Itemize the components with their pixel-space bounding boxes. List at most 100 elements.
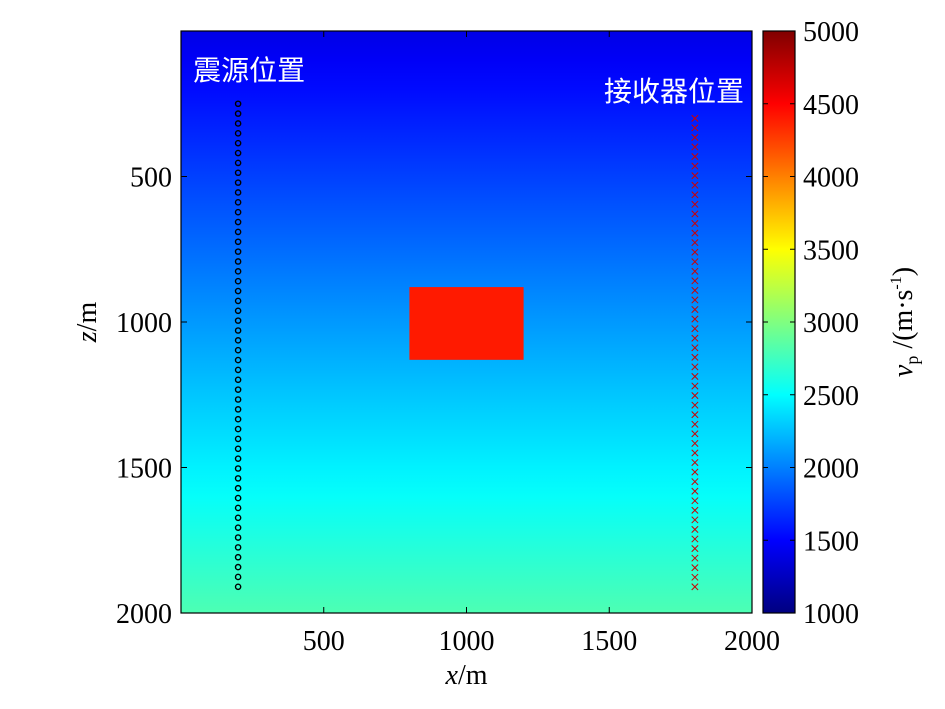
receiver-marker: [691, 564, 699, 572]
source-marker: [234, 120, 242, 127]
receiver-marker: [691, 210, 699, 218]
y-axis-label: z/m: [72, 302, 103, 344]
source-marker: [234, 130, 242, 137]
source-marker: [234, 376, 242, 384]
source-marker: [234, 504, 242, 512]
receiver-marker: [691, 372, 699, 381]
receiver-marker: [691, 411, 699, 419]
receiver-marker: [691, 478, 699, 486]
y-tick-label: 500: [130, 163, 172, 194]
receiver-marker: [691, 430, 699, 438]
source-marker: [234, 110, 242, 117]
source-marker: [234, 534, 242, 541]
source-marker: [234, 406, 242, 413]
source-marker: [234, 435, 242, 443]
receiver-marker: [691, 468, 699, 476]
receiver-marker: [691, 344, 699, 352]
receiver-marker: [691, 334, 699, 342]
source-marker: [234, 484, 242, 492]
source-marker: [234, 327, 242, 334]
colorbar-tick-label: 4000: [803, 163, 859, 194]
source-marker: [234, 337, 242, 344]
source-marker: [234, 297, 242, 305]
source-marker: [234, 287, 242, 295]
receiver-marker: [691, 219, 699, 228]
y-tick-label: 2000: [116, 599, 172, 630]
source-marker: [234, 366, 242, 374]
x-axis-label: x/m: [445, 660, 488, 691]
receiver-marker: [691, 325, 699, 333]
source-marker: [234, 524, 242, 531]
colorbar-tick-label: 3000: [803, 308, 859, 339]
source-marker: [234, 100, 242, 108]
source-marker: [234, 258, 242, 265]
receiver-marker: [691, 487, 699, 495]
receiver-marker: [691, 382, 699, 390]
receiver-marker: [691, 583, 699, 591]
x-tick-label: 1500: [581, 626, 637, 657]
receiver-marker: [691, 286, 699, 294]
source-marker: [234, 139, 242, 147]
receiver-marker: [691, 353, 699, 361]
x-tick-label: 1000: [439, 626, 495, 657]
colorbar-tick-label: 4500: [803, 90, 859, 121]
source-marker: [234, 356, 242, 364]
source-marker: [234, 159, 242, 167]
receiver-marker: [691, 200, 699, 208]
source-marker: [234, 307, 242, 315]
receiver-marker: [691, 420, 699, 428]
colorbar-tick-label: 1500: [803, 526, 859, 557]
source-marker: [234, 573, 242, 581]
receiver-marker: [691, 277, 699, 285]
y-tick-label: 1500: [116, 454, 172, 485]
receiver-marker: [691, 114, 699, 122]
source-marker: [234, 445, 242, 453]
source-marker: [234, 415, 242, 423]
source-marker: [234, 149, 242, 157]
receiver-marker: [691, 392, 699, 400]
receiver-marker: [691, 133, 699, 141]
source-marker: [234, 425, 242, 433]
source-marker: [234, 583, 242, 591]
source-marker: [234, 396, 242, 403]
receiver-marker: [691, 545, 699, 553]
source-marker: [234, 475, 242, 482]
receiver-marker: [691, 258, 699, 266]
source-marker: [234, 179, 242, 186]
source-marker: [234, 248, 242, 255]
high-velocity-anomaly: [409, 287, 524, 360]
receiver-marker: [691, 162, 699, 170]
source-marker: [234, 465, 242, 472]
receiver-marker: [691, 305, 699, 314]
colorbar-tick-label: 2000: [803, 454, 859, 485]
receiver-marker: [691, 124, 699, 132]
receiver-marker: [691, 573, 699, 581]
receiver-marker: [691, 229, 699, 237]
receiver-marker: [691, 239, 699, 247]
source-marker: [234, 553, 242, 561]
colorbar-label: vp /(m·s-1): [888, 267, 922, 377]
source-marker: [234, 317, 242, 324]
receiver-marker: [691, 401, 699, 409]
source-marker: [234, 346, 242, 354]
x-tick-label: 2000: [724, 626, 780, 657]
source-marker: [234, 268, 242, 275]
source-marker: [234, 169, 242, 177]
receiver-marker: [691, 506, 699, 514]
source-marker: [234, 544, 242, 551]
receiver-marker: [691, 296, 699, 304]
receiver-label: 接收器位置: [604, 76, 744, 108]
receiver-marker: [691, 554, 699, 562]
receiver-marker: [691, 516, 699, 524]
receiver-marker: [691, 535, 699, 543]
x-tick-label: 500: [303, 626, 345, 657]
source-marker: [234, 514, 242, 522]
receiver-marker: [691, 143, 699, 151]
source-marker: [234, 218, 242, 226]
source-marker: [234, 277, 242, 285]
receiver-marker: [691, 363, 699, 371]
colorbar-tick-label: 3500: [803, 235, 859, 266]
receiver-marker: [691, 458, 699, 467]
colorbar-tick-label: 2500: [803, 381, 859, 412]
